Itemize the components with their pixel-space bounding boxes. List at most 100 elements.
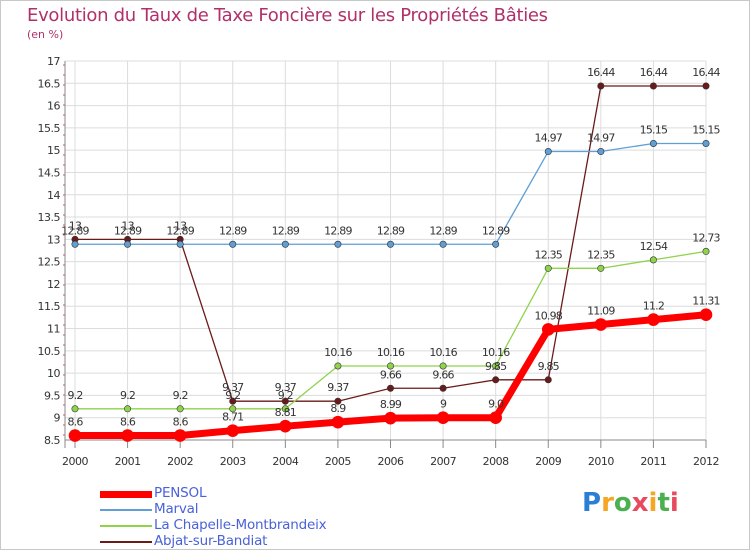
x-tick-label: 2007 bbox=[430, 455, 456, 468]
x-tick-label: 2012 bbox=[693, 455, 719, 468]
data-point bbox=[702, 82, 710, 90]
data-point bbox=[386, 384, 394, 392]
data-label: 16.44 bbox=[640, 66, 668, 79]
data-label: 9.85 bbox=[538, 360, 560, 373]
data-point bbox=[334, 362, 342, 370]
data-label: 12.35 bbox=[535, 248, 563, 261]
data-point bbox=[229, 240, 237, 248]
y-tick-label: 17 bbox=[47, 55, 60, 68]
y-tick-label: 10 bbox=[47, 367, 60, 380]
data-label: 12.54 bbox=[640, 240, 668, 253]
x-tick-label: 2004 bbox=[272, 455, 298, 468]
data-label: 12.35 bbox=[587, 248, 615, 261]
legend-label: PENSOL bbox=[154, 485, 207, 501]
data-point bbox=[699, 308, 713, 322]
data-label: 9.2 bbox=[120, 389, 135, 402]
data-point bbox=[121, 429, 134, 442]
data-label: 9.85 bbox=[485, 360, 507, 373]
data-point bbox=[492, 240, 500, 248]
data-point bbox=[331, 415, 345, 429]
y-tick-label: 12 bbox=[47, 278, 60, 291]
x-tick-label: 2001 bbox=[115, 455, 141, 468]
x-tick-label: 2002 bbox=[167, 455, 193, 468]
data-label: 13 bbox=[174, 219, 187, 232]
data-label: 10.16 bbox=[324, 346, 352, 359]
data-label: 11.31 bbox=[692, 295, 720, 308]
y-tick-label: 11.5 bbox=[38, 300, 61, 313]
data-label: 13 bbox=[121, 219, 134, 232]
data-label: 8.99 bbox=[380, 398, 402, 411]
data-point bbox=[702, 247, 710, 255]
logo-letter: i bbox=[669, 488, 679, 518]
y-tick-label: 16 bbox=[47, 100, 60, 113]
data-label: 15.15 bbox=[692, 123, 720, 136]
data-point bbox=[281, 240, 289, 248]
data-point bbox=[544, 376, 552, 384]
data-point bbox=[594, 318, 608, 331]
legend-swatch bbox=[100, 490, 152, 498]
y-tick-label: 16.5 bbox=[38, 77, 61, 90]
data-point bbox=[436, 411, 450, 425]
logo-letter: i bbox=[648, 488, 658, 518]
x-tick-label: 2006 bbox=[378, 455, 404, 468]
data-label: 13 bbox=[69, 219, 82, 232]
data-point bbox=[649, 139, 657, 147]
data-label: 9.0 bbox=[488, 398, 504, 411]
data-label: 14.97 bbox=[535, 132, 563, 145]
y-tick-label: 9.5 bbox=[44, 389, 60, 402]
data-point bbox=[439, 384, 447, 392]
y-tick-label: 11 bbox=[47, 323, 60, 336]
data-point bbox=[492, 376, 500, 384]
x-tick-label: 2003 bbox=[220, 455, 246, 468]
data-point bbox=[334, 240, 342, 248]
data-point bbox=[176, 405, 184, 413]
legend-label: Abjat-sur-Bandiat bbox=[154, 533, 268, 549]
y-tick-label: 15 bbox=[47, 144, 60, 157]
logo-letter: t bbox=[657, 488, 670, 518]
y-tick-label: 8.5 bbox=[44, 434, 60, 447]
data-point bbox=[279, 419, 292, 433]
data-label: 10.16 bbox=[482, 346, 510, 359]
data-label: 14.97 bbox=[587, 132, 615, 145]
data-point bbox=[649, 82, 657, 90]
data-label: 15.15 bbox=[640, 123, 668, 136]
data-label: 12.89 bbox=[429, 224, 457, 237]
data-label: 12.89 bbox=[272, 224, 300, 237]
data-point bbox=[71, 405, 79, 413]
data-point bbox=[68, 429, 82, 442]
data-label: 12.89 bbox=[482, 224, 510, 237]
data-label: 9.2 bbox=[67, 389, 82, 402]
data-label: 10.16 bbox=[429, 346, 457, 359]
data-point bbox=[176, 240, 184, 248]
data-label: 11.2 bbox=[643, 300, 664, 313]
x-tick-label: 2011 bbox=[640, 455, 666, 468]
data-point bbox=[384, 411, 397, 425]
data-label: 12.89 bbox=[61, 224, 89, 237]
y-tick-label: 15.5 bbox=[38, 122, 61, 135]
y-tick-label: 14.5 bbox=[38, 166, 61, 179]
data-point bbox=[544, 148, 552, 156]
data-point bbox=[492, 362, 500, 370]
x-tick-label: 2000 bbox=[62, 455, 88, 468]
y-tick-label: 10.5 bbox=[38, 345, 61, 358]
data-point bbox=[439, 240, 447, 248]
data-label: 8.6 bbox=[120, 416, 136, 429]
data-point bbox=[597, 82, 605, 90]
data-point bbox=[544, 264, 552, 272]
x-tick-label: 2005 bbox=[325, 455, 351, 468]
data-point bbox=[647, 313, 660, 326]
data-label: 11.09 bbox=[587, 305, 615, 318]
data-point bbox=[541, 323, 555, 336]
y-tick-label: 9 bbox=[54, 412, 61, 425]
data-label: 9 bbox=[440, 398, 447, 411]
data-label: 10.98 bbox=[535, 309, 563, 322]
data-point bbox=[597, 264, 605, 272]
y-tick-label: 14 bbox=[47, 189, 60, 202]
legend-swatch bbox=[100, 509, 152, 511]
data-label: 9.37 bbox=[327, 381, 349, 394]
chart-title: Evolution du Taux de Taxe Foncière sur l… bbox=[27, 5, 548, 26]
legend-label: Marval bbox=[154, 501, 199, 517]
data-label: 12.89 bbox=[114, 224, 142, 237]
data-label: 8.9 bbox=[330, 402, 346, 415]
